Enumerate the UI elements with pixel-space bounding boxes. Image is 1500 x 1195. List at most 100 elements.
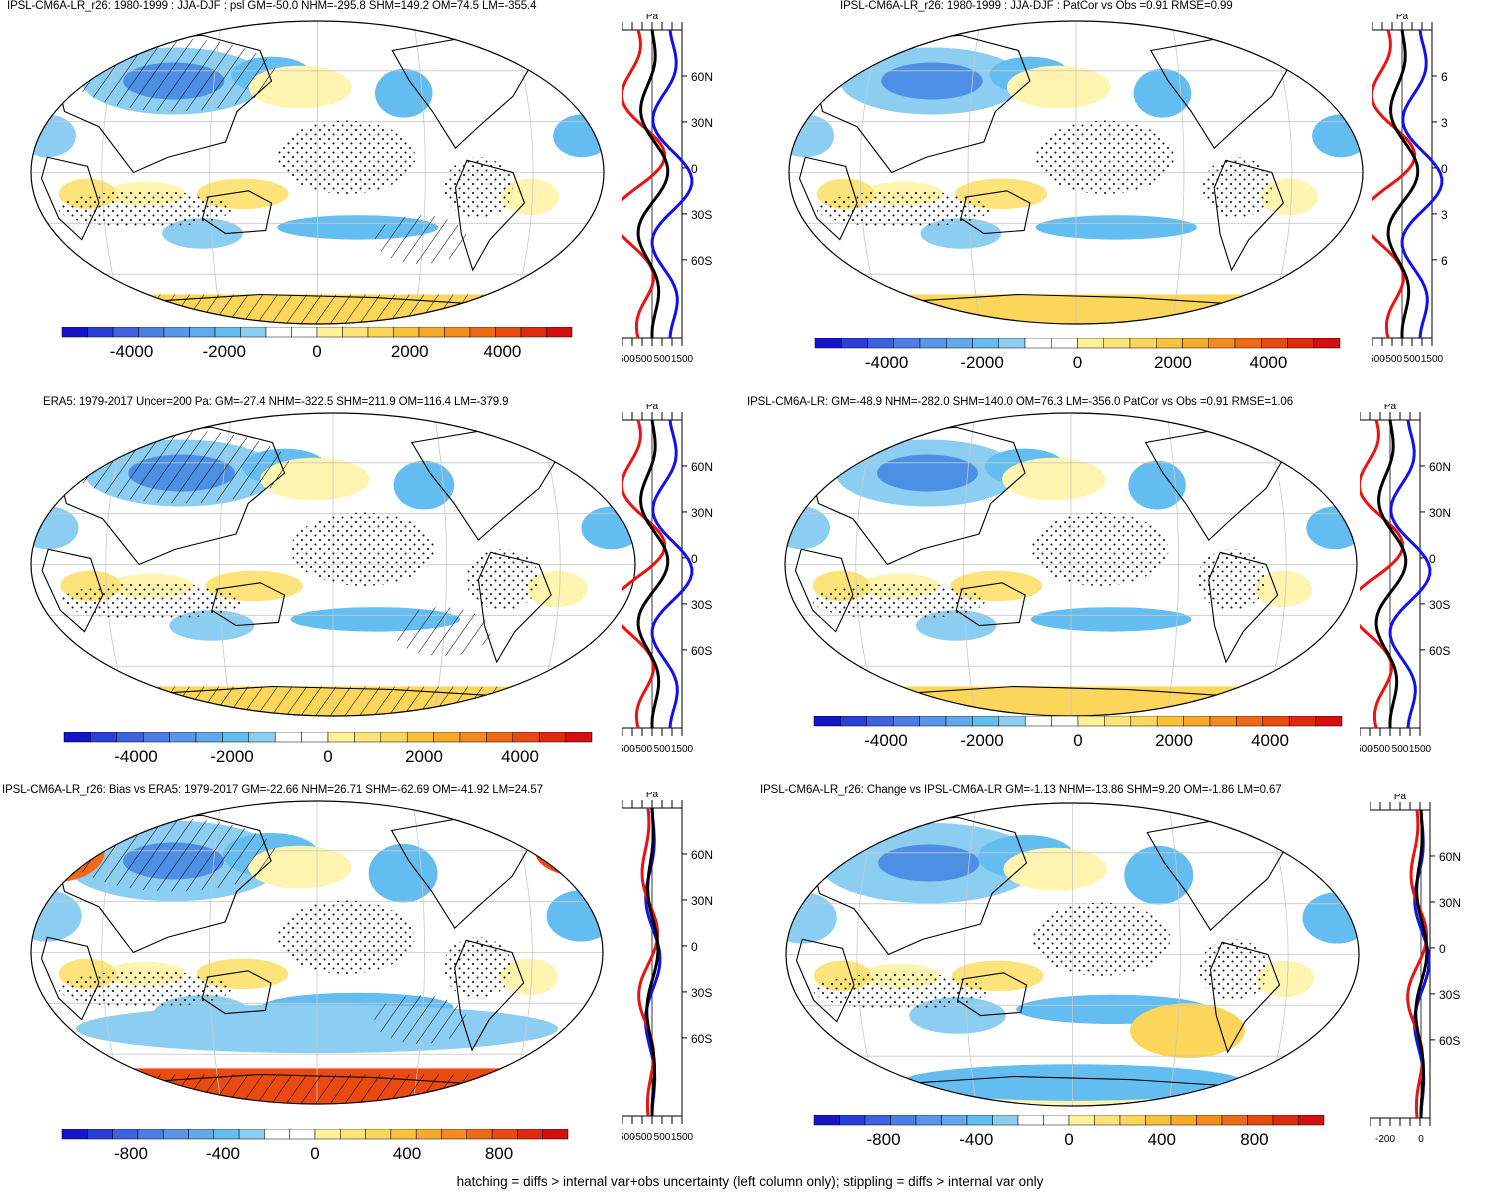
colorbar-swatch <box>291 327 318 338</box>
colorbar-tick-label: -4000 <box>864 731 907 750</box>
colorbar-tick-label: -2000 <box>203 342 246 361</box>
colorbar-swatch <box>1170 1115 1197 1126</box>
colorbar-swatch <box>415 1129 442 1140</box>
colorbar-swatch <box>486 732 514 743</box>
colorbar-swatch <box>517 1129 543 1140</box>
coastline <box>477 551 552 664</box>
colorbar-swatch <box>390 1129 417 1140</box>
colorbar-swatch <box>116 732 144 743</box>
zonal-lat-label: 60S <box>691 254 712 268</box>
panel-title: IPSL-CM6A-LR_r26: Change vs IPSL-CM6A-LR… <box>760 784 1282 796</box>
coastline <box>1209 941 1281 1054</box>
colorbar: -4000 -2000 0 2000 4000 <box>814 338 1341 372</box>
map-plot <box>30 412 636 717</box>
coastline <box>816 34 1031 174</box>
colorbar-swatch <box>238 1129 265 1140</box>
coastline <box>794 548 854 633</box>
zonal-lat-label: 60S <box>1429 644 1450 658</box>
colorbar-swatch <box>542 1129 569 1140</box>
stippling <box>1035 120 1174 194</box>
colorbar-swatch <box>240 327 267 338</box>
colorbar-swatch <box>469 327 496 338</box>
stippling <box>466 549 540 611</box>
colorbar-swatch <box>90 732 118 743</box>
panel-title: IPSL-CM6A-LR_r26: 1980-1999 : JJA-DJF : … <box>840 0 1233 12</box>
negative-anomaly-region <box>169 610 255 641</box>
colorbar: -4000 -2000 0 2000 4000 <box>63 732 593 766</box>
coastline <box>201 190 273 235</box>
zonal-lat-label: 30N <box>691 506 713 520</box>
colorbar-tick-label: 4000 <box>1251 731 1289 750</box>
positive-anomaly-region <box>461 23 577 48</box>
zonal-lat-label: 0 <box>1439 942 1446 956</box>
map-border <box>30 412 636 717</box>
zonal-lat-label: 0 <box>1429 552 1436 566</box>
colorbar-swatch <box>813 1115 840 1126</box>
zonal-lat-label: 30S <box>1429 598 1450 612</box>
stippling <box>443 937 513 999</box>
colorbar-swatch <box>137 1129 164 1140</box>
longitude-gridline <box>433 413 448 716</box>
zonal-x-tick-label: 500 <box>1404 354 1421 362</box>
longitude-gridline <box>967 21 981 324</box>
zonal-lat-label: 60N <box>691 460 713 474</box>
colorbar-swatch <box>893 338 921 349</box>
colorbar-swatch <box>142 732 170 743</box>
stippling <box>1202 157 1272 219</box>
colorbar-swatch <box>998 338 1026 349</box>
zonal-unit-label: Pa <box>1384 404 1397 412</box>
stippling <box>1197 549 1267 611</box>
colorbar-swatch <box>1208 338 1236 349</box>
colorbar-swatch <box>1287 338 1314 349</box>
longitude-gridline <box>412 21 426 324</box>
colorbar-swatch <box>867 338 894 349</box>
positive-anomaly-region <box>460 803 576 828</box>
negative-anomaly-region <box>920 218 1002 249</box>
colorbar-swatch <box>189 327 216 338</box>
colorbar-swatch <box>890 1115 917 1126</box>
zonal-x-tick-label: -500 <box>632 1132 652 1140</box>
colorbar-swatch <box>941 1115 968 1126</box>
colorbar: -4000 -2000 0 2000 4000 <box>813 716 1343 750</box>
stippling <box>1199 939 1268 1001</box>
colorbar-tick-label: 0 <box>1073 731 1082 750</box>
colorbar-swatch <box>966 1115 993 1126</box>
colorbar-swatch <box>380 732 408 743</box>
zonal-curve-model <box>1386 29 1420 338</box>
coastline <box>59 426 286 566</box>
colorbar-swatch <box>1156 716 1184 727</box>
colorbar-swatch <box>1068 1115 1095 1126</box>
map-plot <box>784 412 1358 717</box>
zonal-x-tick-label: 500 <box>654 354 671 362</box>
colorbar-tick-label: -4000 <box>110 342 153 361</box>
map-plot <box>785 802 1360 1107</box>
colorbar-swatch <box>1156 338 1183 349</box>
coastline <box>40 156 100 241</box>
colorbar-swatch <box>418 327 445 338</box>
zonal-unit-label: Pa <box>646 792 659 800</box>
colorbar-swatch <box>1017 1115 1044 1126</box>
colorbar-tick-label: -800 <box>114 1144 148 1163</box>
colorbar-swatch <box>248 732 276 743</box>
zonal-x-tick-label: 1500 <box>671 1132 694 1140</box>
map-content <box>785 802 1360 1107</box>
colorbar-swatch <box>1104 716 1132 727</box>
negative-anomaly-region <box>1124 845 1194 905</box>
colorbar-swatch <box>972 338 999 349</box>
coastline <box>58 34 273 174</box>
zonal-x-tick-label: 500 <box>1392 744 1409 752</box>
colorbar-swatch <box>1288 716 1316 727</box>
hatching <box>393 607 491 656</box>
colorbar-swatch <box>222 732 250 743</box>
zonal-x-tick-label: -200 <box>1375 1134 1395 1142</box>
colorbar-tick-label: 400 <box>393 1144 421 1163</box>
colorbar-swatch <box>841 338 868 349</box>
zonal-lat-label: 0 <box>691 940 698 954</box>
positive-anomaly-region <box>526 570 588 608</box>
colorbar-swatch <box>945 716 973 727</box>
colorbar-swatch <box>169 732 197 743</box>
panel-title: IPSL-CM6A-LR: GM=-48.9 NHM=-282.0 SHM=14… <box>747 396 1294 408</box>
zonal-lat-label: 6 <box>1441 70 1448 84</box>
